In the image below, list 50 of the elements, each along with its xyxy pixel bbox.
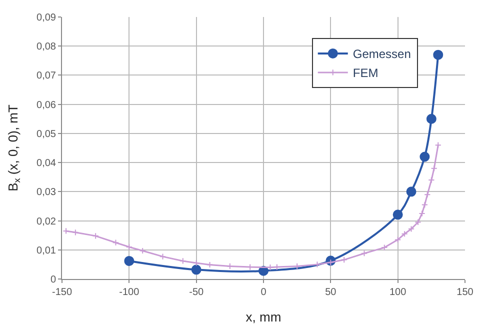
x-axis-title: x, mm — [246, 310, 282, 325]
point — [428, 176, 435, 184]
y-tick-label: 0,01 — [36, 245, 56, 256]
point — [72, 229, 79, 236]
point — [408, 226, 415, 232]
y-tick-label: 0,06 — [36, 100, 56, 111]
point — [418, 210, 426, 217]
y-tick-label: 0,08 — [36, 42, 56, 53]
x-tick-label: 150 — [456, 287, 474, 298]
y-tick-label: 0,05 — [36, 128, 56, 140]
point — [340, 256, 348, 264]
point — [180, 258, 186, 264]
legend-label: Gemessen — [352, 47, 411, 62]
point — [360, 250, 368, 257]
x-tick-label: -50 — [189, 287, 204, 298]
point — [139, 247, 146, 254]
point — [294, 262, 300, 270]
point — [394, 236, 402, 243]
point — [406, 186, 416, 197]
point — [226, 262, 234, 270]
x-tick-label: 0 — [260, 287, 267, 298]
x-tick-label: -100 — [119, 287, 140, 298]
point — [414, 218, 422, 226]
point — [401, 230, 408, 238]
point — [420, 152, 430, 162]
x-tick-label: 100 — [389, 287, 407, 298]
point — [424, 191, 431, 198]
y-tick-label: 0,03 — [36, 187, 56, 198]
point — [433, 50, 444, 60]
x-tick-label: 50 — [325, 287, 337, 298]
point — [206, 261, 214, 268]
point — [430, 165, 438, 172]
point — [191, 264, 202, 275]
y-tick-label: 0,07 — [36, 70, 56, 82]
point — [193, 260, 200, 266]
point — [426, 114, 436, 124]
point — [392, 210, 403, 220]
point — [92, 232, 99, 240]
point — [421, 201, 428, 208]
point — [159, 253, 166, 260]
y-tick-label: 0,02 — [36, 216, 56, 228]
x-tick-label: -150 — [52, 287, 72, 298]
point — [381, 244, 388, 251]
y-tick-label: 0,04 — [36, 158, 56, 170]
y-tick-label: 0 — [50, 274, 56, 286]
y-tick-label: 0,09 — [36, 12, 56, 24]
legend-label: FEM — [352, 66, 378, 80]
point — [124, 256, 134, 266]
point — [126, 244, 132, 250]
point — [112, 239, 120, 246]
